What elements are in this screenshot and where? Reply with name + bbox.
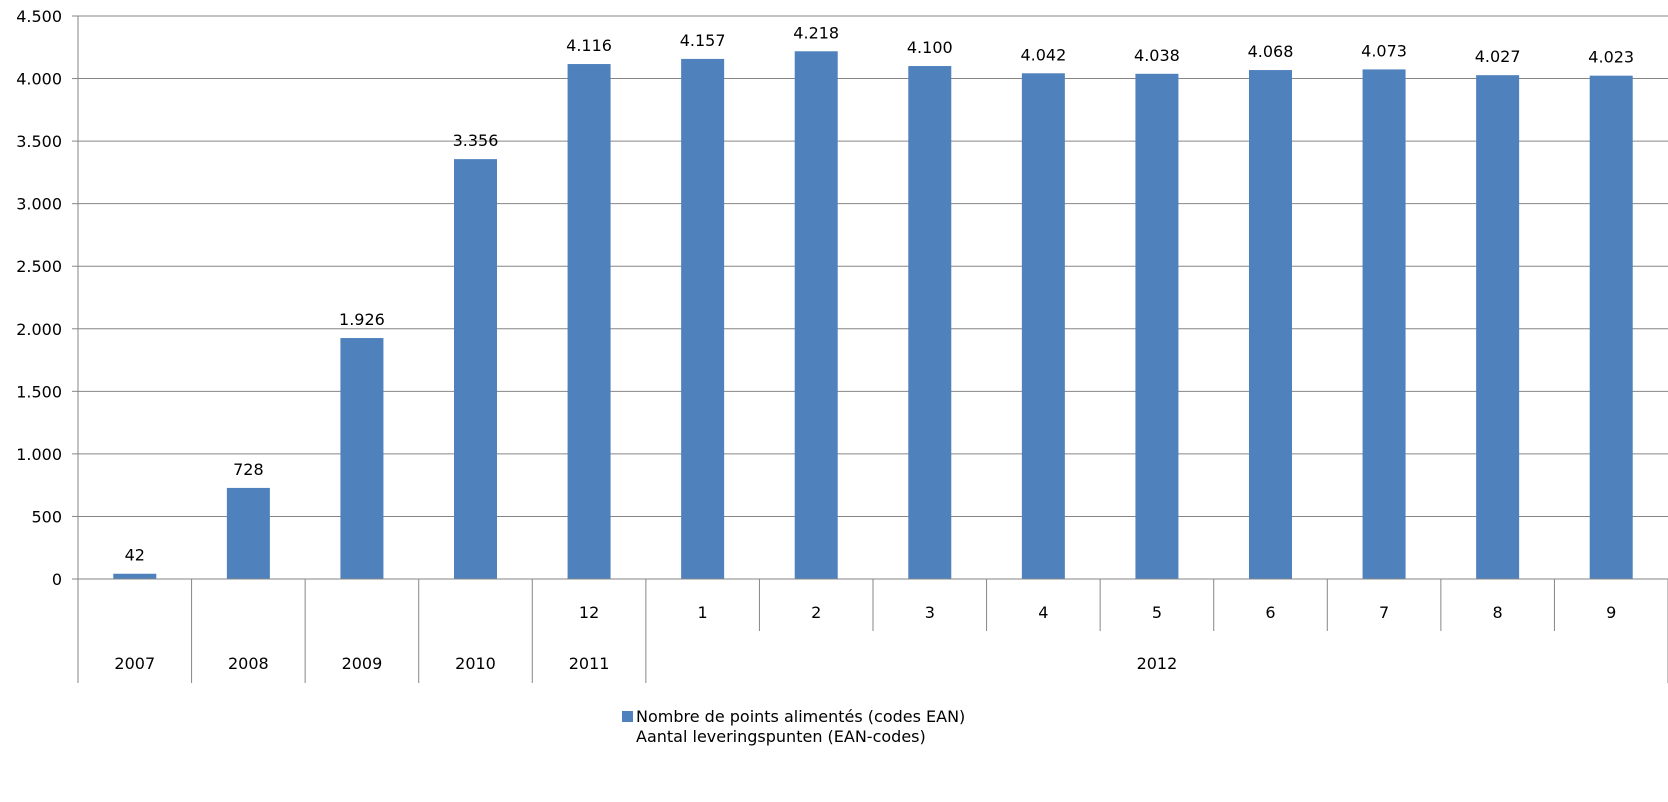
data-label: 4.100: [907, 38, 953, 57]
y-tick-label: 3.500: [16, 132, 62, 151]
y-tick-label: 1.500: [16, 382, 62, 401]
x-category-year-label: 2010: [455, 654, 496, 673]
bar: [226, 487, 270, 579]
legend-swatch: [622, 711, 633, 722]
y-tick-label: 4.500: [16, 7, 62, 26]
x-category-year-label: 2009: [342, 654, 383, 673]
data-label: 4.068: [1248, 42, 1294, 61]
x-category-month-label: 1: [698, 603, 708, 622]
y-tick-label: 500: [31, 507, 62, 526]
bar: [1249, 70, 1292, 579]
data-label: 4.027: [1475, 47, 1521, 66]
x-category-month-label: 5: [1152, 603, 1162, 622]
y-axis-tick-labels: 0 500 1.000 1.500 2.000 2.500 3.000 3.500 4.000 4…: [16, 7, 62, 589]
x-group-year-label: 2012: [1137, 654, 1178, 673]
data-label: 4.042: [1020, 45, 1066, 64]
legend: Nombre de points alimentés (codes EAN) A…: [622, 707, 965, 746]
data-label: 3.356: [453, 131, 499, 150]
x-category-month-label: 4: [1038, 603, 1048, 622]
bar: [454, 159, 497, 579]
gridlines: [78, 15, 1668, 580]
data-label: 4.073: [1361, 41, 1407, 60]
data-label: 1.926: [339, 310, 385, 329]
axes: [72, 15, 1668, 683]
data-label: 728: [233, 460, 264, 479]
x-category-month-label: 2: [811, 603, 821, 622]
x-category-month-label: 9: [1606, 603, 1616, 622]
data-labels: 42 728 1.926 3.356 4.116 4.157 4.218 4.100 4.042…: [125, 23, 1635, 564]
bar: [1021, 73, 1065, 579]
data-label: 42: [125, 546, 145, 565]
x-category-month-label: 8: [1493, 603, 1503, 622]
bar: [567, 64, 611, 579]
data-label: 4.023: [1588, 48, 1634, 67]
bar: [1135, 73, 1179, 579]
data-label: 4.038: [1134, 46, 1180, 65]
x-category-month-label: 12: [579, 603, 599, 622]
x-category-month-label: 7: [1379, 603, 1389, 622]
data-label: 4.218: [793, 23, 839, 42]
bar: [1476, 75, 1520, 580]
x-category-month-label: 3: [925, 603, 935, 622]
data-label: 4.157: [680, 31, 726, 50]
legend-label-line1: Nombre de points alimentés (codes EAN): [636, 707, 965, 726]
x-category-month-label: 6: [1265, 603, 1275, 622]
x-group-year-label: 2011: [569, 654, 610, 673]
bar: [681, 58, 725, 580]
y-tick-label: 1.000: [16, 445, 62, 464]
bar: [908, 66, 952, 580]
bar: [1362, 69, 1406, 579]
y-tick-label: 2.000: [16, 320, 62, 339]
y-tick-label: 2.500: [16, 257, 62, 276]
x-category-year-label: 2007: [114, 654, 155, 673]
data-label: 4.116: [566, 36, 612, 55]
bars: [113, 51, 1633, 580]
bar: [340, 338, 384, 579]
legend-label-line2: Aantal leveringspunten (EAN-codes): [636, 727, 926, 746]
bar: [1589, 75, 1633, 579]
bar: [794, 51, 838, 580]
x-category-year-label: 2008: [228, 654, 269, 673]
y-tick-label: 3.000: [16, 195, 62, 214]
y-tick-label: 4.000: [16, 70, 62, 89]
y-tick-label: 0: [52, 570, 62, 589]
bar: [113, 573, 157, 579]
